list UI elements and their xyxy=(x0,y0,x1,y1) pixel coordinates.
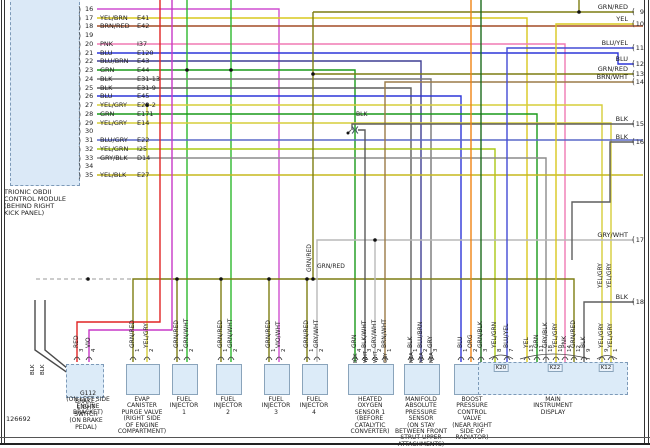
trionic-module-box xyxy=(10,0,80,186)
border-right-outer xyxy=(648,0,649,444)
border-bottom-inner xyxy=(0,437,650,438)
junction-dots xyxy=(75,10,581,390)
connector-chevrons xyxy=(73,356,615,361)
border-left-outer xyxy=(1,0,2,444)
border-bottom-outer xyxy=(0,443,650,445)
component-symbols xyxy=(76,126,359,391)
display-braces xyxy=(488,353,618,360)
border-right-inner xyxy=(644,0,645,444)
border-left-inner xyxy=(4,0,5,444)
wires xyxy=(34,0,643,387)
